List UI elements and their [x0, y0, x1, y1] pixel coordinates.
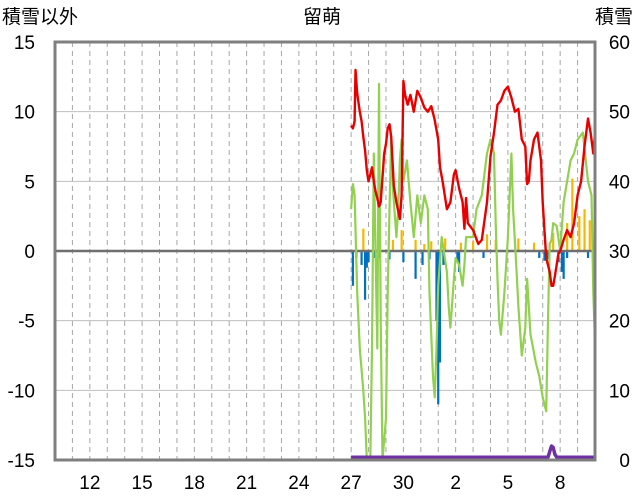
precip_positive-bar: [414, 239, 417, 251]
precip_positive-bar: [588, 220, 591, 251]
precip_negative-bar: [442, 251, 445, 265]
left-y-tick-label: 0: [24, 242, 35, 263]
precip_positive-bar: [391, 239, 395, 251]
precip_negative-bar: [458, 251, 461, 272]
right-y-tick-label: 20: [609, 312, 630, 333]
x-tick-label: 30: [393, 473, 414, 494]
right-axis-title: 積雪: [595, 6, 633, 28]
precip_positive-bar: [471, 241, 475, 251]
precip_negative-bar: [560, 251, 564, 272]
precip_negative-bar: [435, 251, 438, 321]
precip_positive-bar: [532, 242, 536, 251]
precip_negative-bar: [363, 251, 367, 300]
precip_negative-bar: [402, 251, 405, 263]
precip_negative-bar: [438, 251, 442, 363]
x-tick-label: 5: [503, 473, 514, 494]
precip_positive-bar: [578, 216, 581, 251]
precip_negative-bar: [456, 251, 459, 261]
right-y-tick-label: 50: [609, 103, 630, 124]
left-y-axis-ticks: 15 10 5 0 -5 -10 -15: [8, 33, 35, 472]
left-axis-title: 積雪以外: [2, 6, 78, 28]
precip_positive-bar: [517, 238, 520, 251]
plot-frame: [53, 40, 597, 462]
x-tick-label: 8: [555, 473, 566, 494]
precip_negative-bar: [566, 251, 569, 258]
left-y-tick-label: 15: [14, 33, 35, 54]
precip_negative-bar: [543, 251, 546, 261]
right-y-tick-label: 40: [609, 172, 630, 193]
precip_negative-bar: [482, 251, 485, 258]
left-y-tick-label: -5: [18, 312, 35, 333]
x-tick-label: 12: [79, 473, 100, 494]
chart-title: 留萌: [303, 6, 341, 28]
x-tick-label: 27: [341, 473, 362, 494]
precip_negative-bar: [437, 251, 440, 405]
precip_negative-bar: [365, 251, 368, 268]
left-y-tick-label: 5: [24, 172, 35, 193]
precip_positive-bar: [552, 232, 555, 251]
right-y-tick-label: 30: [609, 242, 630, 263]
x-tick-label: 24: [288, 473, 310, 494]
precip_positive-bar: [566, 223, 569, 251]
precip_positive-bar: [400, 230, 403, 251]
bottom_series-line: [351, 444, 595, 459]
precip_positive-bar: [362, 228, 365, 251]
x-tick-label: 18: [184, 473, 205, 494]
precip_negative-bar: [546, 251, 550, 260]
left-y-tick-label: -10: [8, 381, 35, 402]
precip_negative-bar: [538, 251, 541, 258]
precip_positive-bar: [444, 238, 447, 251]
right-y-tick-label: 60: [609, 33, 630, 54]
x-tick-label: 2: [450, 473, 461, 494]
precip_negative-bar: [421, 251, 424, 265]
x-axis-ticks: 12 15 18 21 24 27 30 2 5 8: [79, 473, 565, 494]
precip_negative-bar: [360, 251, 363, 265]
precip_negative-bar: [351, 251, 354, 286]
precip_positive-bar: [571, 178, 574, 251]
precip_positive-bar: [485, 234, 489, 251]
plot-area: [53, 40, 597, 462]
precip_positive-bar: [423, 244, 426, 251]
precip_positive-bar: [430, 241, 433, 251]
right-y-axis-ticks: 60 50 40 30 20 10 0: [609, 33, 630, 472]
precip_positive-bar: [583, 209, 586, 251]
temperature-line: [350, 68, 597, 287]
precip_negative-bar: [414, 251, 417, 279]
left-y-tick-label: -15: [8, 451, 35, 472]
precip_negative-bar: [367, 251, 370, 263]
precip_negative-bar: [586, 251, 590, 258]
x-tick-label: 15: [132, 473, 153, 494]
left-y-tick-label: 10: [14, 103, 35, 124]
right-y-tick-label: 10: [609, 381, 630, 402]
precip_positive-bar: [459, 242, 462, 251]
right-y-tick-label: 0: [619, 451, 630, 472]
precip_negative-bar: [562, 251, 565, 279]
x-tick-label: 21: [236, 473, 257, 494]
